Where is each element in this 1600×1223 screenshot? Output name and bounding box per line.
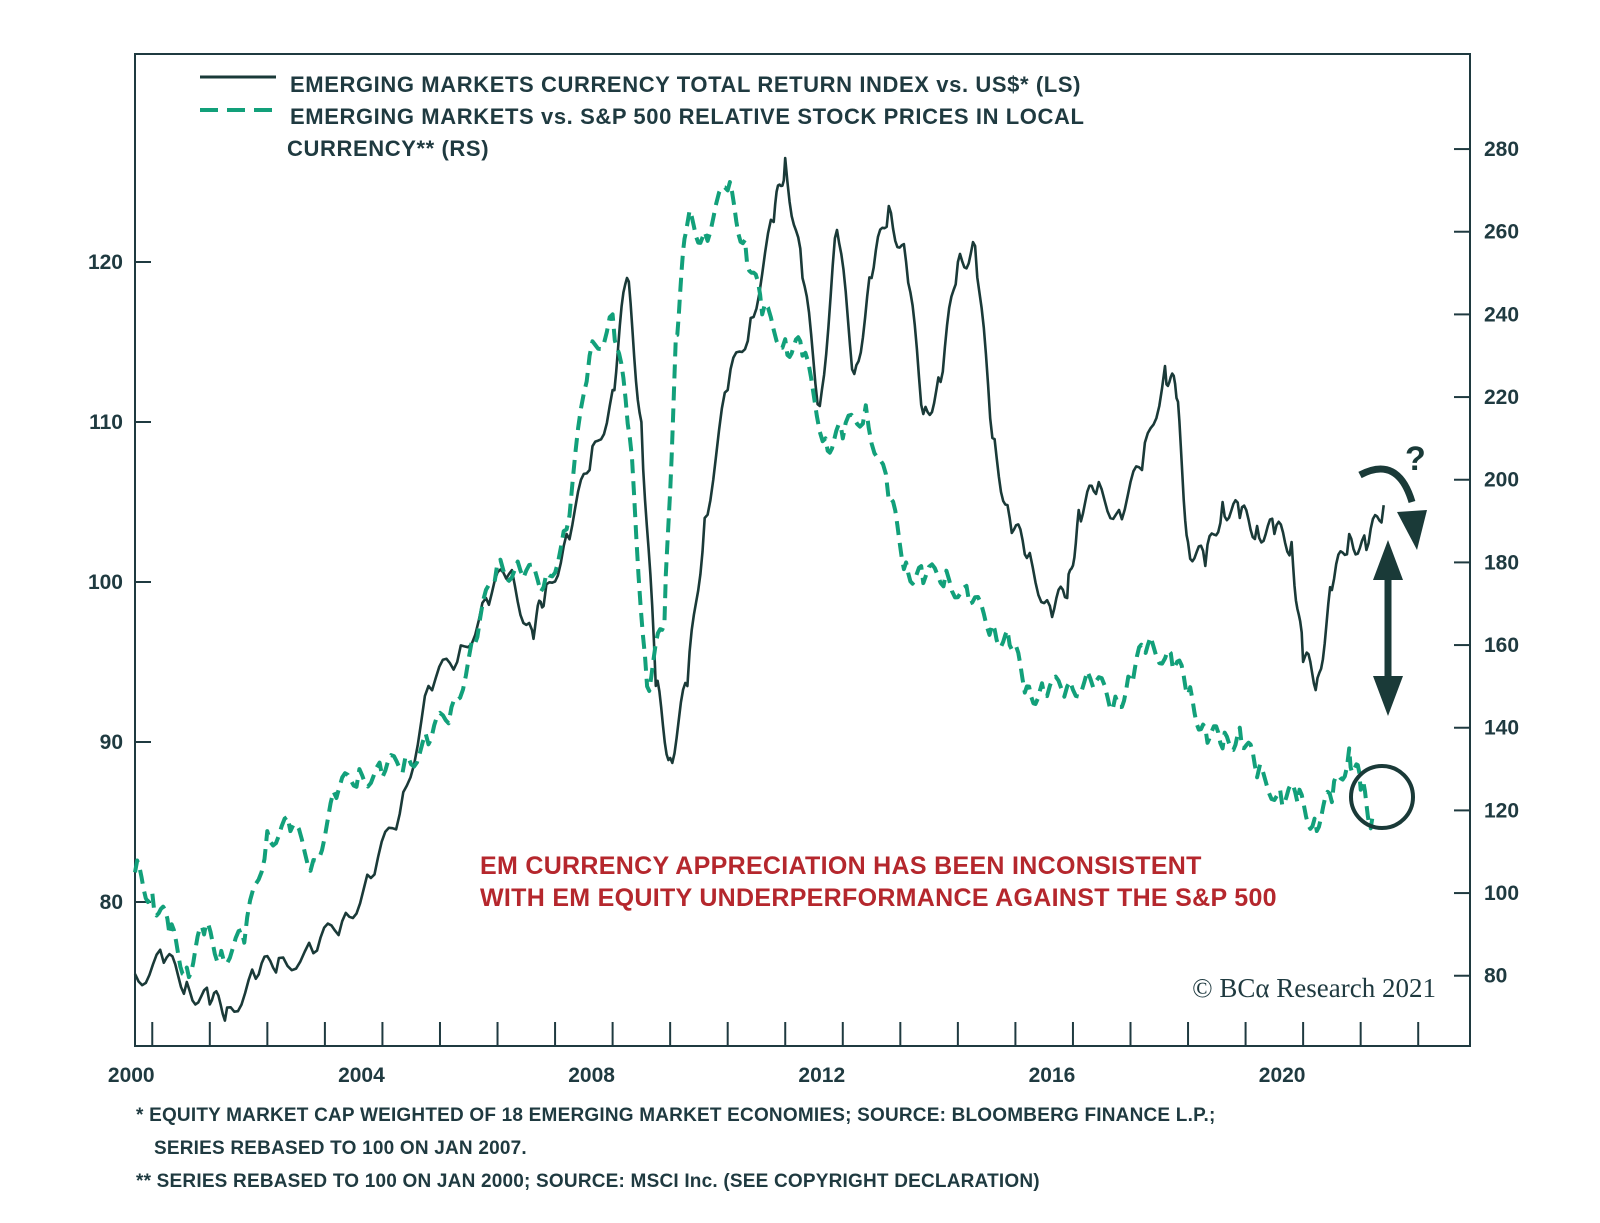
- footnote-2: ** SERIES REBASED TO 100 ON JAN 2000; SO…: [136, 1171, 1040, 1192]
- right-tick-label: 280: [1484, 138, 1519, 161]
- copyright: © BCα Research 2021: [1192, 973, 1436, 1003]
- footnote-1: * EQUITY MARKET CAP WEIGHTED OF 18 EMERG…: [136, 1105, 1216, 1126]
- left-tick-label: 80: [100, 891, 123, 914]
- left-tick-label: 120: [88, 251, 123, 274]
- annotation-line2: WITH EM EQUITY UNDERPERFORMANCE AGAINST …: [480, 884, 1277, 912]
- left-tick-label: 110: [89, 411, 123, 434]
- x-tick-label: 2012: [798, 1064, 845, 1087]
- x-tick-label: 2020: [1259, 1064, 1306, 1087]
- series-layer: [133, 156, 1385, 1022]
- left-axis: 80 90 100 110 120: [88, 251, 151, 914]
- legend-label-dashed-line2: CURRENCY** (RS): [287, 136, 489, 161]
- double-arrow-down-icon: [1373, 676, 1403, 716]
- x-axis: 2000 2004 2008 2012 2016 2020: [108, 1022, 1420, 1087]
- x-tick-label: 2004: [338, 1064, 385, 1087]
- legend-label-dashed: EMERGING MARKETS vs. S&P 500 RELATIVE ST…: [290, 104, 1085, 129]
- right-tick-label: 240: [1484, 303, 1519, 326]
- left-tick-label: 90: [100, 731, 123, 754]
- curved-arrow-icon: [1358, 465, 1416, 504]
- footnote-1-cont: SERIES REBASED TO 100 ON JAN 2007.: [154, 1138, 527, 1159]
- plot-frame: [134, 53, 1471, 1047]
- right-tick-label: 260: [1484, 221, 1519, 244]
- right-tick-label: 200: [1484, 469, 1519, 492]
- annotation-line1: EM CURRENCY APPRECIATION HAS BEEN INCONS…: [480, 852, 1202, 880]
- double-arrow-up-icon: [1373, 540, 1403, 580]
- x-tick-label: 2016: [1029, 1064, 1076, 1087]
- right-tick-label: 180: [1484, 551, 1519, 574]
- series-line-em-currency: [133, 156, 1385, 1022]
- right-tick-label: 120: [1484, 799, 1519, 822]
- annotation-block: EM CURRENCY APPRECIATION HAS BEEN INCONS…: [480, 852, 1277, 912]
- annotation-markers: ?: [1349, 440, 1427, 830]
- series-line-em-vs-sp500: [133, 180, 1375, 980]
- legend-label-solid: EMERGING MARKETS CURRENCY TOTAL RETURN I…: [290, 72, 1081, 97]
- question-mark: ?: [1405, 440, 1426, 478]
- right-tick-label: 100: [1484, 882, 1519, 905]
- right-tick-label: 160: [1484, 634, 1519, 657]
- x-tick-label: 2008: [568, 1064, 615, 1087]
- right-tick-label: 220: [1484, 386, 1519, 409]
- legend: EMERGING MARKETS CURRENCY TOTAL RETURN I…: [200, 72, 1085, 161]
- right-tick-label: 80: [1484, 965, 1507, 988]
- highlight-circle: [1349, 764, 1415, 830]
- left-tick-label: 100: [88, 571, 123, 594]
- curved-arrowhead-icon: [1397, 510, 1427, 550]
- x-tick-label: 2000: [108, 1064, 155, 1087]
- right-axis: 80 100 120 140 160 180 200 220 240 260 280: [1454, 138, 1519, 988]
- right-tick-label: 140: [1484, 717, 1519, 740]
